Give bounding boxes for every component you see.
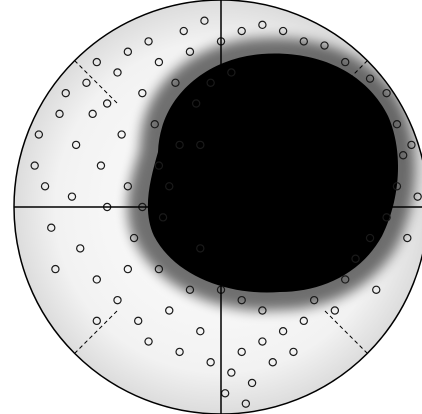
- scatter-point: [150, 119, 159, 129]
- scatter-point: [237, 347, 246, 357]
- scatter-point: [71, 140, 81, 150]
- scatter-point: [175, 140, 184, 150]
- scatter-point: [206, 78, 215, 88]
- scatter-point: [61, 88, 70, 98]
- scatter-point: [185, 47, 195, 56]
- scatter-point: [123, 264, 133, 274]
- plot-area: [30, 16, 422, 408]
- scatter-point: [237, 295, 246, 305]
- scatter-point: [144, 37, 153, 46]
- scatter-point: [351, 254, 360, 263]
- scatter-point: [165, 182, 174, 191]
- scatter-point: [185, 285, 195, 294]
- scatter-point: [372, 285, 381, 294]
- scatter-point: [341, 275, 350, 284]
- scatter-point: [196, 327, 205, 336]
- scatter-point: [34, 130, 44, 139]
- scatter-point: [241, 399, 251, 408]
- scatter-point: [407, 140, 416, 150]
- scatter-point: [92, 316, 102, 326]
- scatter-point: [158, 213, 168, 222]
- scatter-point: [138, 88, 147, 98]
- density-core: [147, 53, 399, 293]
- scatter-point: [96, 161, 106, 170]
- scatter-point: [154, 57, 164, 67]
- scatter-point: [268, 358, 277, 367]
- scatter-point: [392, 182, 402, 191]
- scatter-point: [165, 306, 174, 315]
- scatter-point: [309, 295, 319, 305]
- scatter-point: [47, 223, 56, 232]
- scatter-point: [171, 78, 180, 88]
- scatter-point: [144, 337, 153, 346]
- diagonal-guide: [74, 60, 118, 104]
- scatter-point: [206, 358, 215, 367]
- scatter-point: [299, 316, 308, 326]
- scatter-point: [175, 347, 184, 357]
- scatter-point: [88, 109, 97, 119]
- scatter-point: [196, 140, 205, 150]
- scatter-point: [258, 20, 267, 30]
- scatter-point: [237, 26, 246, 36]
- scatter-point: [227, 368, 236, 377]
- scatter-point: [117, 130, 126, 139]
- scatter-point: [154, 264, 164, 274]
- scatter-point: [200, 16, 209, 25]
- scatter-point: [382, 213, 391, 222]
- scatter-point: [92, 275, 102, 284]
- scatter-point: [76, 244, 85, 253]
- scatter-point: [129, 233, 139, 243]
- scatter-point: [133, 316, 143, 326]
- diagonal-guide: [324, 310, 368, 354]
- scatter-point: [196, 244, 205, 253]
- scatter-point: [55, 109, 64, 119]
- scatter-point: [113, 68, 122, 77]
- scatter-point: [398, 151, 408, 160]
- scatter-point: [179, 26, 188, 36]
- plot-border: [13, 0, 422, 414]
- scatter-point: [289, 347, 298, 357]
- scatter-point: [123, 182, 133, 191]
- scatter-point: [299, 37, 308, 46]
- scatter-point: [365, 74, 375, 83]
- scatter-point: [191, 99, 201, 108]
- scatter-point: [67, 192, 77, 201]
- scatter-point: [413, 192, 422, 201]
- scatter-point: [278, 327, 288, 336]
- scatter-point: [382, 88, 391, 98]
- scatter-point: [102, 99, 112, 108]
- scatter-point: [330, 306, 340, 315]
- scatter-point: [154, 161, 164, 170]
- scatter-point: [51, 264, 60, 274]
- scatter-point: [227, 68, 236, 77]
- scatter-point: [92, 57, 102, 67]
- diagonal-guide: [74, 310, 118, 354]
- scatter-point: [113, 295, 122, 305]
- scatter-point: [320, 41, 329, 50]
- scatter-point: [278, 26, 288, 36]
- scatter-point: [123, 47, 133, 56]
- scatter-point: [258, 306, 267, 315]
- scatter-point: [392, 119, 402, 129]
- scatter-point: [40, 182, 50, 191]
- scatter-point: [82, 78, 91, 88]
- scatter-point: [341, 57, 350, 67]
- scatter-point: [247, 378, 257, 388]
- scatter-point: [403, 233, 412, 243]
- diagonal-guides: [74, 60, 368, 354]
- scatter-point: [258, 337, 267, 346]
- diagonal-guide: [324, 60, 368, 104]
- scatter-point: [30, 161, 39, 170]
- scatter-point: [365, 233, 375, 243]
